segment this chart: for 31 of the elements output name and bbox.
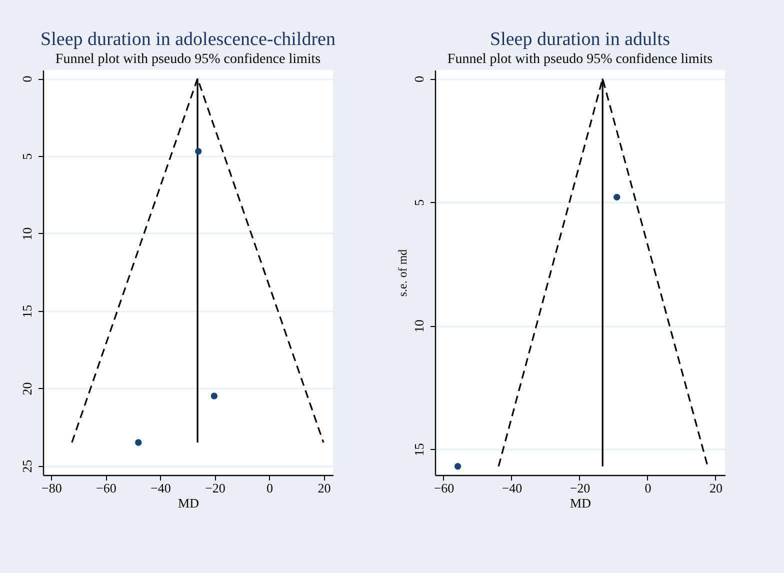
- point: [210, 392, 218, 400]
- y-tick-label: 15: [412, 443, 426, 456]
- y-tick-label: 0: [20, 76, 34, 82]
- x-tick-label: −60: [96, 480, 116, 496]
- x-tick-label: 20: [709, 480, 722, 496]
- x-tick-label: −80: [42, 480, 62, 496]
- x-tick-label: −20: [205, 480, 226, 496]
- y-tick-label: 0: [412, 76, 426, 82]
- x-tick-label: −40: [150, 480, 171, 496]
- y-axis-title: s.e. of md: [396, 249, 410, 297]
- y-tick-label: 25: [20, 460, 34, 473]
- y-tick-label: 10: [20, 227, 34, 240]
- point: [135, 439, 142, 446]
- x-tick-label: 20: [318, 480, 331, 496]
- x-tick-label: 0: [644, 480, 652, 496]
- chart-title: Sleep duration in adults: [490, 29, 670, 50]
- y-tick-label: 5: [20, 153, 34, 160]
- x-axis-title: MD: [178, 496, 199, 510]
- x-tick-label: −60: [434, 480, 454, 496]
- y-tick-label: 10: [412, 320, 426, 333]
- x-axis-title: MD: [570, 496, 591, 510]
- chart-title: Sleep duration in adolescence-children: [40, 29, 336, 50]
- y-tick-label: 15: [20, 304, 34, 318]
- x-tick-label: −20: [570, 480, 590, 496]
- chart-subtitle: Funnel plot with pseudo 95% confidence limits: [55, 52, 321, 67]
- point: [195, 148, 202, 155]
- x-tick-label: 0: [266, 480, 273, 496]
- y-tick-label: 5: [412, 199, 426, 206]
- chart-subtitle: Funnel plot with pseudo 95% confidence limits: [447, 52, 713, 67]
- y-tick-label: 20: [20, 382, 34, 396]
- x-tick-label: −40: [502, 480, 522, 496]
